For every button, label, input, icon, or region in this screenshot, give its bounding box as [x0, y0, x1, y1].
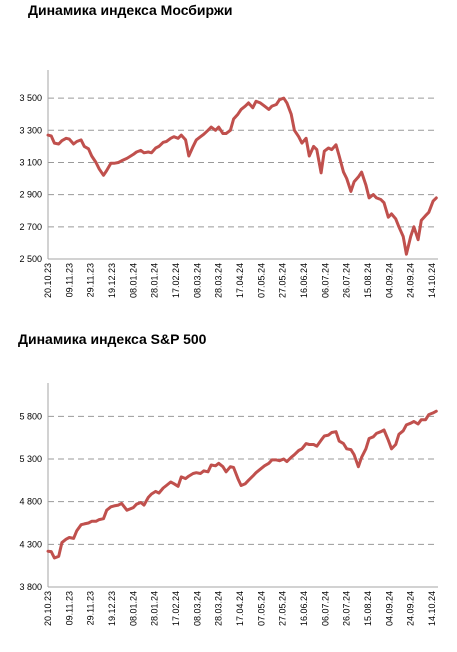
y-tick-label: 4 300	[19, 539, 42, 549]
x-tick-label: 17.04.24	[235, 591, 245, 626]
x-tick-label: 08.03.24	[192, 591, 202, 626]
x-tick-label: 08.01.24	[128, 591, 138, 626]
x-tick-label: 24.09.24	[406, 591, 416, 626]
x-tick-label: 24.09.24	[406, 263, 416, 298]
y-tick-label: 3 500	[19, 93, 42, 103]
line-chart-moex: 2 500 2 700 2 900 3 100 3 300 3 500 20.10.23 09…	[19, 70, 438, 298]
y-tick-label: 2 700	[19, 222, 42, 232]
x-tick-label: 07.05.24	[256, 263, 266, 298]
x-tick-label: 14.10.24	[427, 591, 437, 626]
x-tick-label: 29.11.23	[86, 263, 96, 297]
y-tick-label: 3 300	[19, 125, 42, 135]
x-tick-label: 19.12.23	[107, 591, 117, 626]
y-tick-label: 5 300	[19, 454, 42, 464]
x-tick-label: 15.08.24	[363, 591, 373, 626]
x-tick-label: 04.09.24	[384, 591, 394, 626]
x-tick-label: 17.04.24	[235, 263, 245, 298]
x-tick-label: 20.10.23	[43, 591, 53, 626]
x-tick-label: 08.03.24	[192, 263, 202, 298]
x-tick-label: 06.07.24	[320, 263, 330, 298]
chart-title-moex: Динамика индекса Мосбиржи	[28, 2, 233, 18]
x-tick-label: 06.07.24	[320, 591, 330, 626]
x-tick-label: 28.01.24	[150, 591, 160, 626]
y-tick-label: 2 500	[19, 254, 42, 264]
x-tick-label: 19.12.23	[107, 263, 117, 298]
x-tick-label: 17.02.24	[171, 263, 181, 298]
x-tick-label: 28.01.24	[150, 263, 160, 298]
x-tick-label: 09.11.23	[64, 591, 74, 625]
x-tick-label: 09.11.23	[64, 263, 74, 297]
x-tick-label: 28.03.24	[214, 263, 224, 298]
y-tick-label: 3 800	[19, 582, 42, 592]
y-tick-label: 3 100	[19, 157, 42, 167]
line-chart-sp500: 3 800 4 300 4 800 5 300 5 800 20.10.23 09.11.2…	[19, 383, 438, 626]
x-tick-label: 14.10.24	[427, 263, 437, 298]
x-tick-label: 28.03.24	[214, 591, 224, 626]
series-line	[46, 96, 438, 256]
x-tick-label: 29.11.23	[86, 591, 96, 625]
x-tick-label: 15.08.24	[363, 263, 373, 298]
x-tick-label: 27.05.24	[278, 263, 288, 298]
y-tick-label: 2 900	[19, 190, 42, 200]
x-tick-label: 26.07.24	[342, 591, 352, 626]
x-tick-label: 26.07.24	[342, 263, 352, 298]
x-tick-label: 20.10.23	[43, 263, 53, 298]
x-tick-label: 17.02.24	[171, 591, 181, 626]
x-tick-label: 16.06.24	[299, 263, 309, 298]
y-tick-label: 4 800	[19, 497, 42, 507]
chart-title-sp500: Динамика индекса S&P 500	[18, 331, 207, 347]
x-tick-label: 08.01.24	[128, 263, 138, 298]
y-tick-label: 5 800	[19, 411, 42, 421]
x-tick-label: 16.06.24	[299, 591, 309, 626]
series-line	[46, 409, 438, 560]
x-tick-label: 27.05.24	[278, 591, 288, 626]
x-tick-label: 07.05.24	[256, 591, 266, 626]
x-tick-label: 04.09.24	[384, 263, 394, 298]
